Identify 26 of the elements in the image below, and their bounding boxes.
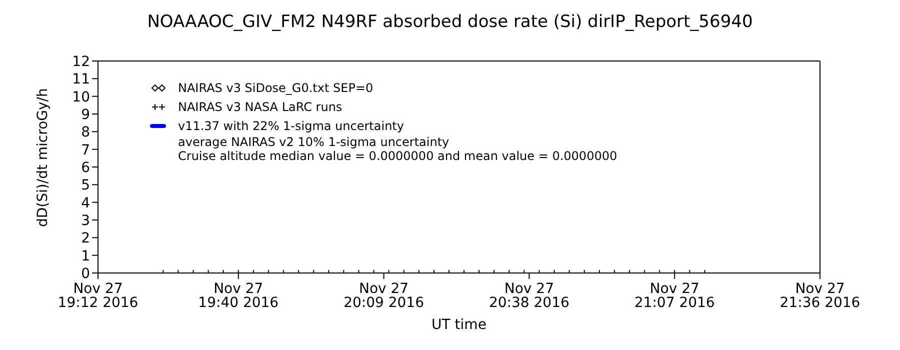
legend-label: NAIRAS v3 SiDose_G0.txt SEP=0: [178, 80, 374, 94]
legend-label: v11.37 with 22% 1-sigma uncertainty: [178, 118, 404, 132]
y-tick-label: 6: [81, 160, 90, 176]
notes: average NAIRAS v2 10% 1-sigma uncertainty Cruise altitude median value = 0.0000000 and mean value = 0.0000000: [178, 135, 618, 163]
y-tick-label: 5: [81, 178, 90, 194]
x-tick-label: Nov 27 21:36 2016: [780, 281, 860, 311]
y-tick-label: 11: [72, 72, 90, 88]
x-tick-label: Nov 27 20:38 2016: [488, 281, 570, 311]
x-axis-title: UT time: [432, 317, 486, 333]
y-tick-label: 8: [81, 124, 90, 141]
x-tick-label: Nov 27 21:07 2016: [634, 281, 715, 311]
x-tick-label: Nov 27 20:09 2016: [344, 281, 424, 311]
y-tick-label: 4: [81, 195, 90, 212]
legend-label: NAIRAS v3 NASA LaRC runs: [178, 100, 342, 114]
y-tick-label: 9: [81, 106, 90, 123]
y-tick-label: 10: [72, 89, 90, 106]
y-tick-label: 12: [72, 54, 90, 70]
y-tick-label: 7: [81, 142, 90, 158]
y-tick-label: 2: [81, 230, 90, 247]
y-tick-label: 1: [81, 248, 90, 264]
y-tick-label: 3: [81, 212, 90, 229]
x-tick-label: Nov 27 19:12 2016: [58, 281, 138, 311]
chart-title: NOAAAOC_GIV_FM2 N49RF absorbed dose rate (Si) dirIP_Report_56940: [146, 12, 754, 32]
x-tick-label: Nov 27 19:40 2016: [198, 281, 279, 311]
y-tick-label: 0: [81, 266, 90, 282]
y-axis-title: dD(Si)/dt microGy/h: [34, 88, 51, 227]
